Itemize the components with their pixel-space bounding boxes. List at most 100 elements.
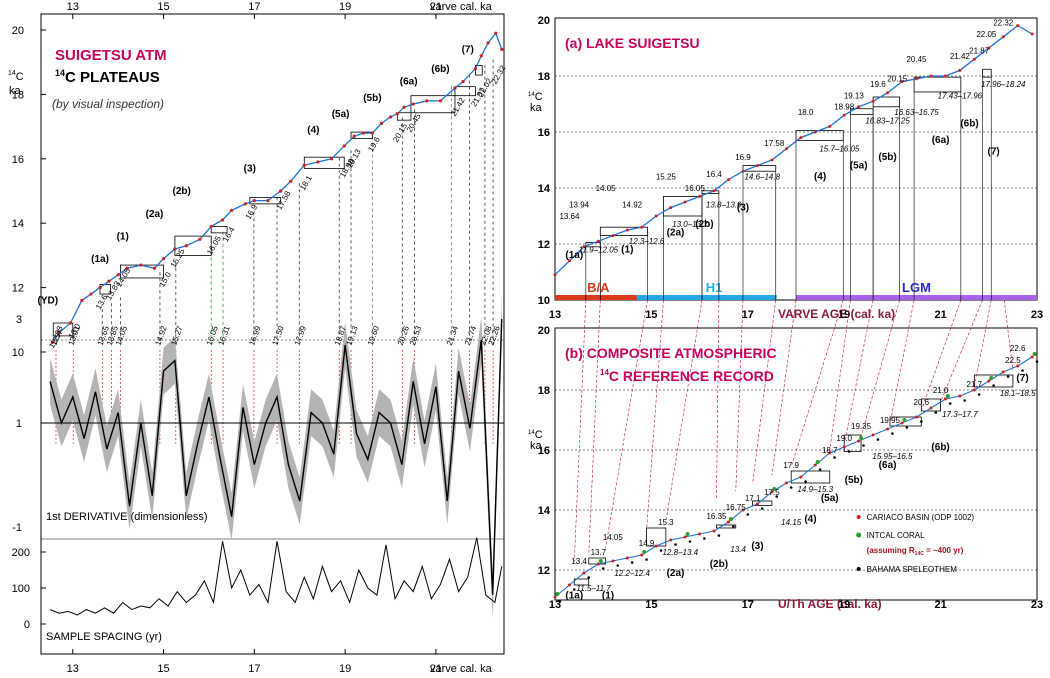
speleothem-point [905,426,909,429]
panel-a-plateau-label: (2a) [667,228,685,239]
panel-a-point [712,189,716,193]
left-bottom-xtick-label: 17 [248,663,260,675]
suigetsu-point [279,189,283,193]
plateau-box [52,322,74,337]
panel-a-point [669,206,673,210]
panel-b-xtick-label: 17 [742,599,754,611]
panel-a-y-unit-b: ka [530,102,543,114]
left-y-unit: 14C [8,70,24,83]
speleothem-point [934,411,938,414]
panel-b-ytick-label: 16 [538,445,550,457]
suigetsu-point [116,273,120,277]
left-top-xtick-label: 15 [157,1,169,13]
panel-a-point [900,80,904,84]
panel-a-plateau-label: (6b) [960,118,978,129]
h1-period-bar [636,295,777,300]
spacing-ytick-label: 100 [12,583,30,595]
speleothem-point [920,420,923,423]
age-link-line [940,299,983,403]
panel-b-age-label: 17.5 [764,488,780,497]
cariaco-point [958,394,962,398]
panel-b-range-label: 12.8–13.4 [663,548,699,557]
cariaco-point [625,556,629,560]
panel-b-range-label: 15.95–16.5 [872,452,913,461]
suigetsu-point [479,54,483,58]
panel-b-age-label: 20.6 [914,398,930,407]
age-link-line [735,299,744,492]
panel-a-age-label: 21.87 [969,47,990,56]
panel-a-point [727,178,731,182]
panel-b-age-label: 19.0 [836,434,852,443]
plateau-label: (4) [307,125,319,136]
panel-a-point [972,57,976,61]
suigetsu-point [453,86,457,90]
panel-b-range-label: 13.4 [730,545,746,554]
suigetsu-point [98,286,102,290]
cariaco-point [915,415,918,419]
deriv-ytick-label: -1 [12,522,22,534]
speleothem-point [601,567,605,570]
panel-a-point [784,147,788,151]
speleothem-point [977,393,981,396]
panel-a-series-line [554,24,1033,276]
left-bottom-xtick-label: 13 [67,663,79,675]
cariaco-point [727,520,731,524]
left-top-xtick-label: 21 [430,1,442,13]
panel-a-age-label: 19.13 [844,91,865,100]
derivative-line [49,318,503,595]
panel-a-point [828,124,832,128]
panel-b-plateau-box [973,374,1014,388]
speleothem-point [688,540,692,543]
suigetsu-point [243,202,247,206]
speleothem-point [732,525,735,528]
panel-a-age-label: 18.0 [798,108,814,117]
suigetsu-point [500,47,504,51]
panel-b-ytick-label: 12 [538,565,550,577]
plateau-label: (1a) [91,254,109,265]
panel-a-range-label: 14.6–14.8 [744,173,780,182]
left-subtitle: (by visual inspection) [52,97,164,111]
plateau-box [350,131,373,139]
derivative-age-label: 17.50 [270,324,285,346]
panel-a-plateau-label: (4) [814,172,826,183]
cariaco-point [654,544,658,548]
panel-a-age-label: 22.05 [976,30,997,39]
age-link-line [843,299,874,445]
panel-b-title-1: (b) COMPOSITE ATMOSPHERIC [565,345,777,361]
legend-cariaco-marker [856,515,861,519]
panel-a-xtick-label: 23 [1031,309,1043,321]
boundary-age-label: 14.05 [114,266,132,288]
panel-a-range-label: 13.8–13.9 [706,201,742,210]
suigetsu-point [402,105,406,109]
left-bottom-xtick-label: 19 [339,663,351,675]
left-title-2: 14C PLATEAUS [55,68,160,86]
panel-b-plateau-box [716,524,737,529]
speleothem-point [630,561,634,564]
left-top-xtick-label: 17 [248,1,260,13]
coral-point [859,436,864,440]
panel-a-age-label: 20.15 [887,75,908,84]
cariaco-point [640,553,644,557]
panel-a-range-label: 17.43–17.96 [938,91,983,100]
speleothem-point [587,576,591,579]
panel-b-age-label: 14.9 [639,539,655,548]
panel-a-range-label: 13.0–13.7 [672,220,708,229]
speleothem-point [789,486,793,489]
suigetsu-point [161,257,166,261]
plateau-box [174,235,212,256]
speleothem-point [862,444,865,447]
suigetsu-point [184,244,188,248]
panel-a-point [1030,32,1034,36]
coral-point [1032,352,1037,356]
speleothem-point [1021,369,1024,372]
panel-b-ytick-label: 18 [538,385,550,397]
panel-a-point [943,74,947,78]
coral-point [685,532,690,536]
suigetsu-point [425,99,429,103]
panel-a-point [567,259,571,263]
cariaco-point [553,595,557,599]
age-link-line [921,299,962,411]
panel-b-age-label: 22.6 [1010,344,1026,353]
cariaco-series-line [554,356,1033,598]
coral-point [555,592,560,596]
